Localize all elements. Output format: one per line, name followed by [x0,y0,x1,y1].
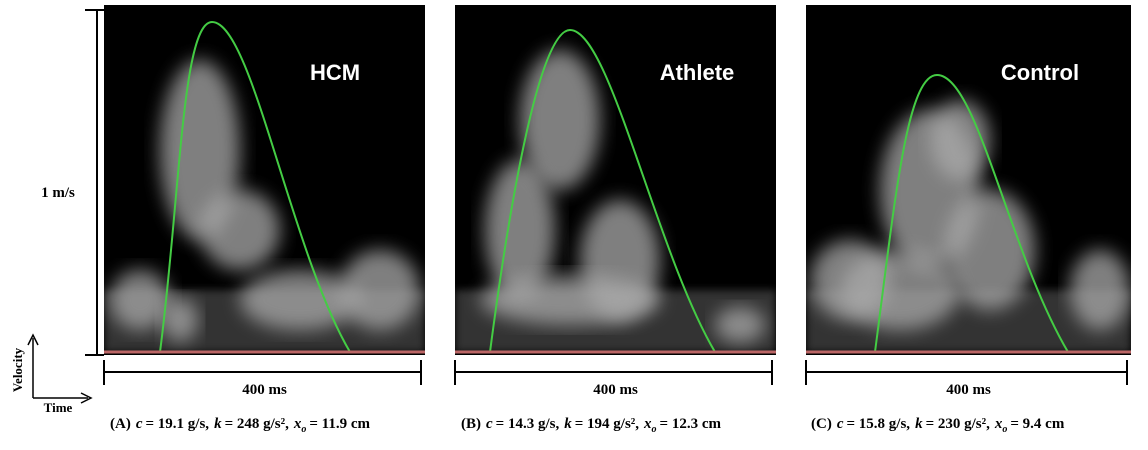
doppler-panel: Control 400 ms (C) c = 15.8 g/s, k = 230 g/s²,… [805,5,1131,435]
fit-curve [159,20,351,353]
signal-blob [480,275,660,325]
caption-value: = 230 g/s², [926,416,991,432]
doppler-signal [104,60,425,352]
doppler-signal [455,50,776,352]
signal-blob [240,270,360,330]
doppler-panel: HCM 400 ms (A) c = 19.1 g/s, k = 248 g/s², xo = … [103,5,425,435]
time-scale-label: 400 ms [242,382,287,398]
arrow-head [27,333,39,346]
time-scale-label: 400 ms [593,382,638,398]
caption-symbol: x [293,416,302,432]
arrow-head [80,392,93,404]
caption-letter: (C) [811,416,832,432]
caption-symbol: k [915,416,923,432]
panel-label: HCM [310,60,360,85]
doppler-signal [806,100,1131,352]
fit-curve [874,73,1069,353]
caption-symbol: x [643,416,652,432]
caption-value: = 248 g/s², [225,416,290,432]
velocity-axis-label: Velocity [10,347,25,392]
time-axis-label: Time [44,400,73,415]
signal-blob [162,298,198,342]
caption-subscript: o [1002,424,1007,435]
caption: (C) c = 15.8 g/s, k = 230 g/s², xo = 9.4 cm [811,416,1065,435]
caption-letter: (A) [110,416,131,432]
caption-value: = 11.9 cm [309,416,370,432]
caption-value: = 9.4 cm [1010,416,1064,432]
caption-symbol: k [564,416,572,432]
signal-blob [1070,250,1130,330]
caption-value: = 19.1 g/s, [146,416,210,432]
caption-value: = 14.3 g/s, [496,416,560,432]
signal-blob [200,190,280,270]
caption-subscript: o [652,424,657,435]
panel-label: Athlete [660,60,735,85]
caption-subscript: o [301,424,306,435]
signal-blob [810,240,890,320]
signal-blob [340,250,420,330]
signal-blob [945,190,1035,310]
caption-value: = 194 g/s², [575,416,640,432]
signal-blob [160,60,240,240]
caption-symbol: k [214,416,222,432]
signal-blob [520,50,600,190]
caption-symbol: c [486,416,493,432]
signal-blob [930,100,990,180]
caption-value: = 12.3 cm [660,416,722,432]
caption-value: = 15.8 g/s, [847,416,911,432]
signal-blob [110,270,170,330]
caption-symbol: c [837,416,844,432]
caption-letter: (B) [461,416,481,432]
caption-symbol: x [994,416,1003,432]
caption: (B) c = 14.3 g/s, k = 194 g/s², xo = 12.3 cm [461,416,722,435]
fit-curve [489,28,716,353]
y-scale-label: 1 m/s [41,185,75,201]
time-scale-label: 400 ms [946,382,991,398]
caption-symbol: c [136,416,143,432]
panel-label: Control [1001,60,1079,85]
signal-blob [715,307,765,343]
caption: (A) c = 19.1 g/s, k = 248 g/s², xo = 11.9 cm [110,416,371,435]
doppler-panel: Athlete 400 ms (B) c = 14.3 g/s, k = 194 g/s²,… [454,5,776,435]
